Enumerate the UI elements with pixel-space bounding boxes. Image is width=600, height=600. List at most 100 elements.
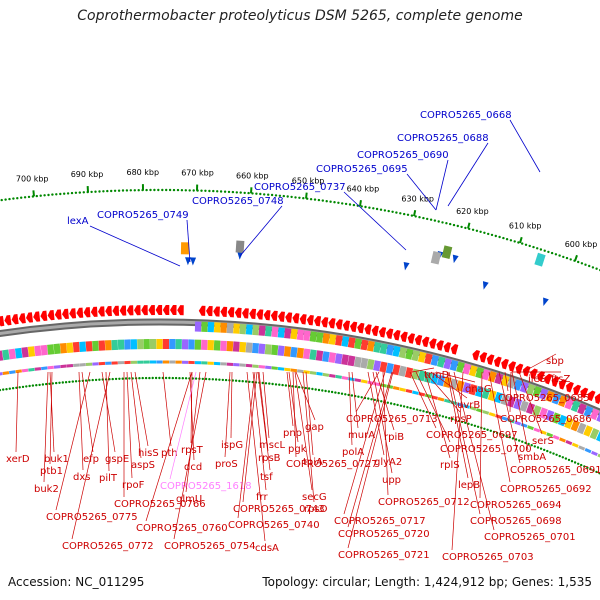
inner-scale-dot [337,391,340,395]
inner-scale-dot [84,379,88,382]
feature-marker [190,257,197,266]
gene-arrow [256,309,264,320]
upper-gene-label: COPRO5265_0748 [192,196,284,207]
scale-dot [475,229,479,232]
gene-arrow [90,306,98,317]
inner-scale-dot [181,377,184,380]
label-leader [509,371,512,413]
feature-tick [149,360,157,364]
label-leader [511,371,529,451]
feature-block [207,340,215,351]
label-leader [130,371,142,459]
feature-tick [162,360,170,364]
lower-gene-label: mscL [259,440,285,451]
label-leader [224,371,231,458]
feature-block [111,339,119,351]
scale-dot [399,212,402,215]
inner-scale-dot [264,382,268,385]
gene-arrow [530,368,538,380]
feature-block [341,354,349,366]
scale-dot [110,189,113,193]
upper-gene-label: COPRO5265_0695 [316,164,408,175]
inner-scale-dot [314,388,317,391]
map-title: Coprothermobacter proteolyticus DSM 5265… [77,8,523,24]
lower-gene-label: COPRO5265_0720 [338,529,430,540]
scale-tick [574,254,578,262]
label-leader [242,371,258,503]
scale-dot [267,193,270,196]
feature-block [557,414,568,427]
inner-scale-dot [15,386,18,389]
feature-block [137,339,144,350]
scale-dot [383,209,387,212]
lower-gene-label: dcd [184,462,202,473]
inner-scale-dot [406,406,409,409]
scale-dot [23,196,27,199]
lower-gene-label: COPRO5265_0743 [233,504,325,515]
gene-arrow [54,309,62,320]
lower-gene-label: COPRO5265_0754 [164,541,256,552]
scale-dot [145,188,148,192]
feature-block [322,351,330,363]
gene-arrow [76,307,84,318]
inner-scale-dot [148,376,151,380]
feature-block [296,347,304,359]
feature-block [201,339,208,351]
inner-scale-dot [530,444,533,447]
scale-label: 700 kbp [16,175,49,184]
inner-scale-dot [489,429,492,432]
scale-label: 690 kbp [71,170,104,179]
inner-scale-dot [151,376,154,380]
label-leader [447,142,489,207]
scale-dot [47,193,50,197]
gene-arrow [551,376,560,387]
feature-block [341,336,350,347]
feature-square [430,251,442,265]
feature-tick [111,361,118,365]
feature-block [366,340,375,352]
feature-block [0,350,4,362]
feature-tick [469,406,477,411]
feature-tick [277,367,285,371]
gene-arrow [62,308,69,320]
inner-scale-dot [41,383,45,386]
scale-dot [502,236,505,240]
inner-scale-dot [5,388,8,391]
inner-scale-dot [586,466,589,469]
feature-block [583,425,593,437]
feature-block [162,339,170,350]
inner-scale-dot [234,379,238,382]
lower-gene-label: proS [215,459,238,470]
gene-arrow [126,305,134,316]
scale-dot [223,190,227,193]
feature-block [430,354,440,367]
gene-arrow [155,304,163,315]
inner-scale-dot [399,404,403,407]
lower-gene-label: rpiB [384,432,404,443]
inner-scale-dot [486,428,489,431]
feature-tick [328,373,336,378]
lower-gene-label: rpsP [450,414,472,425]
feature-block [271,326,279,338]
feature-block [506,396,516,408]
scale-dot [204,189,207,192]
feature-tick [584,448,592,454]
feature-tick [252,364,259,369]
lower-gene-label: rpsT [181,445,204,456]
feature-square [235,240,245,253]
gene-arrow [393,330,401,341]
lower-gene-label: pnp [283,428,302,439]
label-leader [81,371,94,453]
gene-arrow [472,350,481,361]
gene-arrow [26,312,34,323]
lower-gene-label: murA [348,430,375,441]
feature-tick [290,368,298,373]
scale-label: 650 kbp [292,177,325,186]
scale-dot [437,220,440,223]
feature-tick [437,397,445,402]
label-leader [258,371,269,452]
feature-tick [105,361,112,365]
feature-block [462,382,471,394]
scale-tick [413,210,417,217]
label-leader [292,371,297,458]
